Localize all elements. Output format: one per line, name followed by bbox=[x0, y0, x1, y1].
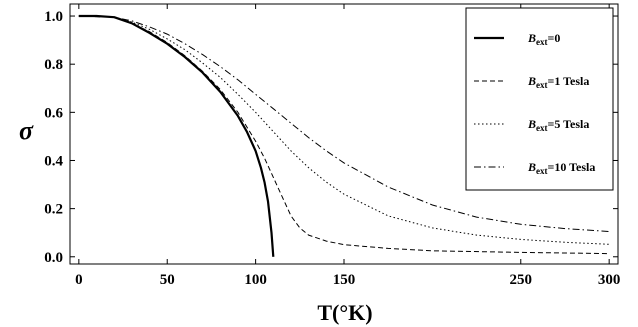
x-tick-label: 300 bbox=[598, 272, 621, 288]
y-tick-label: 0.8 bbox=[44, 57, 63, 73]
y-tick-label: 0.4 bbox=[44, 153, 63, 169]
x-tick-label: 250 bbox=[510, 272, 533, 288]
ticks-layer: 0 50 100 150 250 300 0.0 0.2 0.4 0.6 0.8 1.0 bbox=[44, 4, 620, 288]
series-line-2 bbox=[78, 15, 610, 255]
x-axis-title: T(°K) bbox=[317, 300, 372, 325]
y-axis-title: σ bbox=[19, 116, 34, 145]
series-layer bbox=[78, 14, 610, 257]
y-tick-label: 1.0 bbox=[44, 9, 63, 25]
legend-label: Bext=5 Tesla bbox=[527, 117, 589, 133]
legend: Bext=0 Bext=1 Tesla Bext=5 Tesla Bext=10 Te… bbox=[465, 7, 614, 191]
legend-label: Bext=0 bbox=[527, 31, 560, 47]
x-tick-label: 50 bbox=[160, 272, 175, 288]
y-tick-label: 0.0 bbox=[44, 250, 63, 266]
series-line-1 bbox=[78, 14, 275, 257]
x-tick-label: 100 bbox=[244, 272, 267, 288]
x-tick-label: 0 bbox=[75, 272, 83, 288]
y-tick-label: 0.2 bbox=[44, 202, 63, 218]
y-tick-label: 0.6 bbox=[44, 105, 63, 121]
legend-label: Bext=1 Tesla bbox=[527, 74, 589, 90]
legend-items: Bext=0 Bext=1 Tesla Bext=5 Tesla Bext=10 Te… bbox=[474, 31, 595, 176]
x-tick-label: 150 bbox=[333, 272, 356, 288]
series-line-4 bbox=[78, 15, 610, 232]
legend-label: Bext=10 Tesla bbox=[527, 160, 595, 176]
